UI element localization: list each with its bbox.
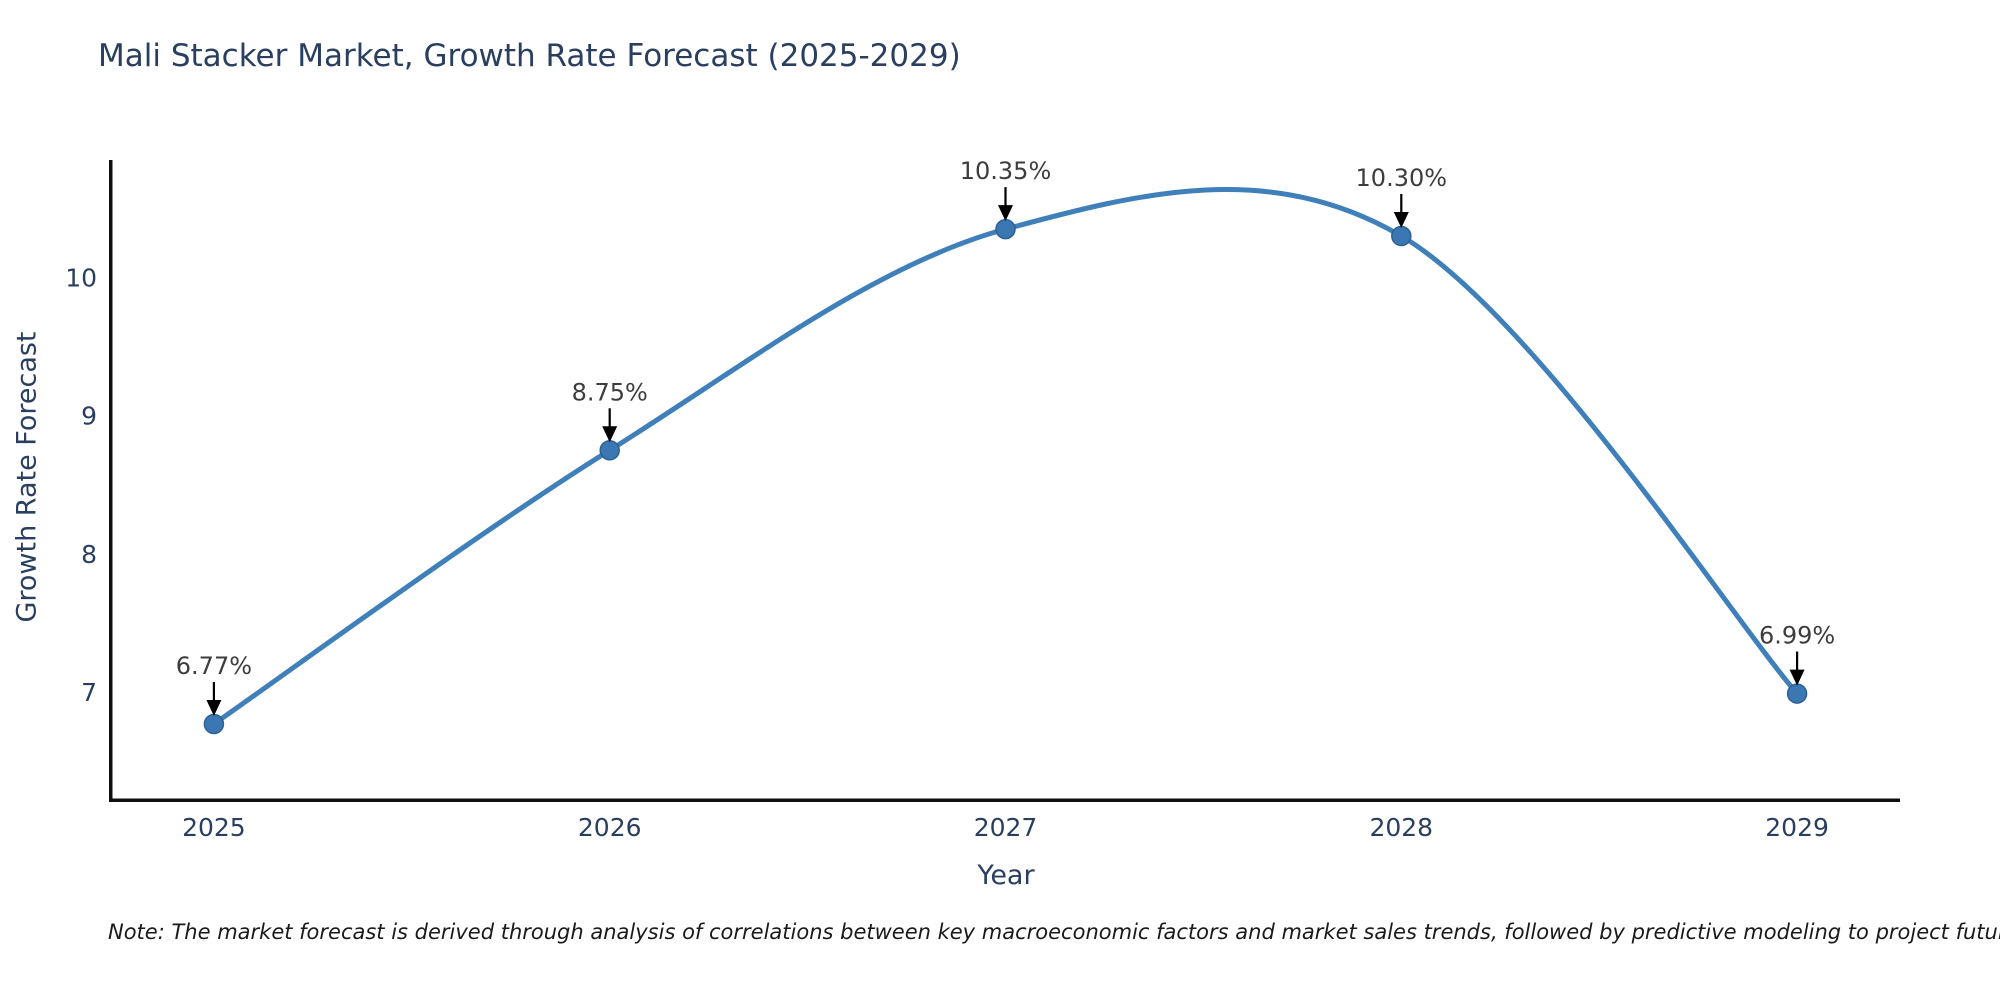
annotation-arrowhead-icon [602, 426, 618, 443]
chart-footnote: Note: The market forecast is derived thr… [108, 920, 2000, 944]
point-label-2028: 10.30% [1356, 164, 1448, 192]
point-label-2029: 6.99% [1759, 622, 1835, 650]
annotation-arrowhead-icon [998, 205, 1013, 222]
point-label-2025: 6.77% [176, 652, 252, 680]
y-tick-10: 10 [65, 263, 97, 292]
x-tick-2025: 2025 [182, 813, 246, 842]
x-tick-2029: 2029 [1765, 813, 1829, 842]
x-tick-2028: 2028 [1369, 813, 1433, 842]
data-point-2028[interactable] [1391, 225, 1412, 247]
y-axis-title: Growth Rate Forecast [11, 331, 43, 623]
annotation-arrowhead-icon [1393, 212, 1409, 229]
chart-title: Mali Stacker Market, Growth Rate Forecas… [98, 38, 961, 74]
forecast-line [212, 187, 1799, 727]
y-tick-8: 8 [81, 540, 97, 569]
x-axis-title: Year [977, 860, 1035, 891]
data-point-2026[interactable] [599, 440, 620, 461]
x-tick-2027: 2027 [974, 813, 1038, 842]
y-axis-line [109, 160, 113, 802]
data-point-2029[interactable] [1786, 683, 1808, 704]
y-tick-9: 9 [81, 402, 97, 431]
point-label-2027: 10.35% [960, 157, 1052, 185]
annotation-arrowhead-icon [206, 699, 222, 716]
y-tick-7: 7 [81, 678, 97, 707]
data-point-2025[interactable] [203, 713, 225, 735]
x-axis-line [109, 798, 1900, 802]
x-tick-2026: 2026 [578, 813, 642, 842]
data-point-2027[interactable] [995, 218, 1016, 240]
annotation-arrowhead-icon [1789, 669, 1805, 686]
point-label-2026: 8.75% [572, 378, 648, 406]
